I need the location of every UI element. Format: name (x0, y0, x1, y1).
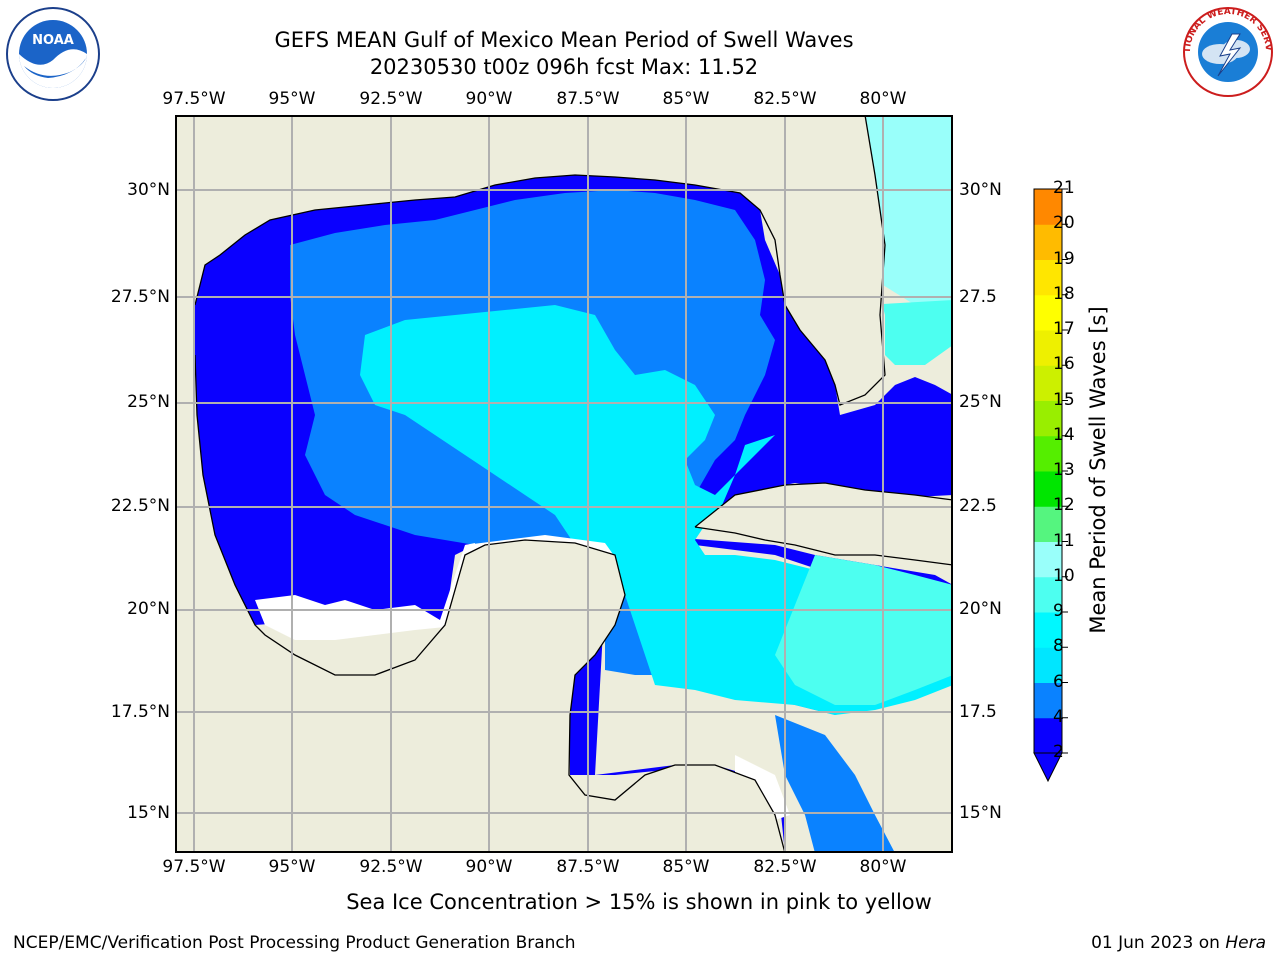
lon-label-top: 90°W (465, 89, 513, 109)
swell-region-4-6s-south (775, 715, 895, 853)
lon-label-top: 80°W (859, 89, 907, 109)
colorbar-tick-label: 19 (1053, 248, 1075, 269)
lon-label-bottom: 90°W (465, 857, 513, 877)
land-cuba (695, 483, 953, 565)
colorbar-band (1034, 189, 1062, 225)
colorbar-tick-label: 15 (1053, 389, 1075, 410)
lon-label-bottom: 92.5°W (359, 857, 423, 877)
colorbar-band (1034, 576, 1062, 613)
lat-label-left: 17.5°N (110, 702, 170, 722)
no-data-belize (735, 755, 790, 820)
gulf-map (175, 115, 953, 853)
colorbar-band (1034, 541, 1062, 578)
colorbar-band (1034, 259, 1062, 296)
lon-label-top: 85°W (662, 89, 710, 109)
colorbar-band (1034, 647, 1062, 683)
lat-label-left: 15°N (127, 803, 170, 823)
lon-label-bottom: 95°W (268, 857, 316, 877)
colorbar-band (1034, 717, 1062, 754)
lon-label-bottom: 85°W (662, 857, 710, 877)
land-mexico (175, 355, 785, 853)
lat-label-right: 20°N (959, 599, 1002, 619)
lon-label-top: 87.5°W (556, 89, 620, 109)
lat-label-right: 17.5 (959, 702, 997, 722)
swell-region-6-8s-atlantic (865, 300, 953, 365)
noaa-logo-text: NOAA (32, 33, 74, 48)
colorbar-band (1034, 682, 1062, 719)
credit-host: Hera (1225, 933, 1266, 953)
map-border (175, 115, 953, 853)
colorbar-tick-label: 2 (1053, 742, 1064, 762)
credit-date: 01 Jun 2023 on (1091, 933, 1226, 953)
chart-title: GEFS MEAN Gulf of Mexico Mean Period of … (274, 28, 854, 52)
colorbar-tick-label: 17 (1053, 319, 1075, 339)
colorbar-band (1034, 365, 1062, 401)
colorbar (1033, 188, 1068, 783)
lat-label-left: 22.5°N (110, 496, 170, 516)
colorbar-band (1034, 506, 1062, 542)
colorbar-tick-label: 9 (1053, 601, 1064, 621)
colorbar-band (1034, 330, 1062, 366)
land-florida (835, 115, 885, 400)
colorbar-tick-label: 20 (1053, 213, 1075, 234)
gridlines (175, 115, 953, 853)
colorbar-band (1034, 471, 1062, 507)
lon-label-bottom: 82.5°W (753, 857, 817, 877)
swell-region-8-9s-caribbean (775, 555, 953, 705)
colorbar-band (1034, 224, 1062, 260)
lon-label-bottom: 87.5°W (556, 857, 620, 877)
colorbar-tick-label: 14 (1053, 424, 1075, 445)
lat-label-left: 25°N (127, 392, 170, 412)
credit-left: NCEP/EMC/Verification Post Processing Pr… (13, 933, 576, 953)
lon-label-bottom: 97.5°W (162, 857, 226, 877)
colorbar-tick-label: 11 (1053, 530, 1075, 551)
lat-label-left: 20°N (127, 599, 170, 619)
lat-label-right: 27.5 (959, 287, 997, 307)
lat-label-left: 27.5°N (110, 287, 170, 307)
colorbar-band (1034, 400, 1062, 437)
colorbar-band (1034, 612, 1062, 648)
colorbar-tick-label: 4 (1053, 706, 1064, 727)
lon-label-top: 95°W (268, 89, 316, 109)
colorbar-tick-label: 8 (1053, 636, 1064, 657)
colorbar-tick-label: 12 (1053, 495, 1075, 516)
land-usa (175, 115, 885, 405)
colorbar-band (1034, 294, 1062, 331)
chart-subtitle: 20230530 t00z 096h fcst Max: 11.52 (369, 55, 759, 79)
colorbar-title: Mean Period of Swell Waves [s] (1086, 306, 1110, 634)
lat-label-right: 25°N (959, 392, 1002, 412)
colorbar-tick-label: 13 (1053, 460, 1075, 480)
colorbar-tick-label: 16 (1053, 354, 1075, 375)
credit-right: 01 Jun 2023 on Hera (1091, 933, 1266, 953)
lat-label-left: 30°N (127, 180, 170, 200)
lon-label-top: 97.5°W (162, 89, 226, 109)
colorbar-tick-label: 6 (1053, 671, 1064, 692)
no-data-mexico-shelf (255, 543, 475, 640)
lat-label-right: 30°N (959, 180, 1002, 200)
colorbar-band (1034, 435, 1062, 472)
lat-label-right: 15°N (959, 803, 1002, 823)
colorbar-tick-label: 21 (1053, 178, 1075, 198)
lon-label-top: 92.5°W (359, 89, 423, 109)
colorbar-tick-label: 18 (1053, 283, 1075, 304)
noaa-logo-icon: NOAA (6, 7, 100, 101)
lon-label-top: 82.5°W (753, 89, 817, 109)
colorbar-tick-label: 10 (1053, 565, 1075, 586)
nws-logo-icon: NATIONAL WEATHER SERVICE (1180, 4, 1274, 98)
lat-label-right: 22.5 (959, 496, 997, 516)
lon-label-bottom: 80°W (859, 857, 907, 877)
sea-ice-note: Sea Ice Concentration > 15% is shown in … (346, 890, 932, 914)
